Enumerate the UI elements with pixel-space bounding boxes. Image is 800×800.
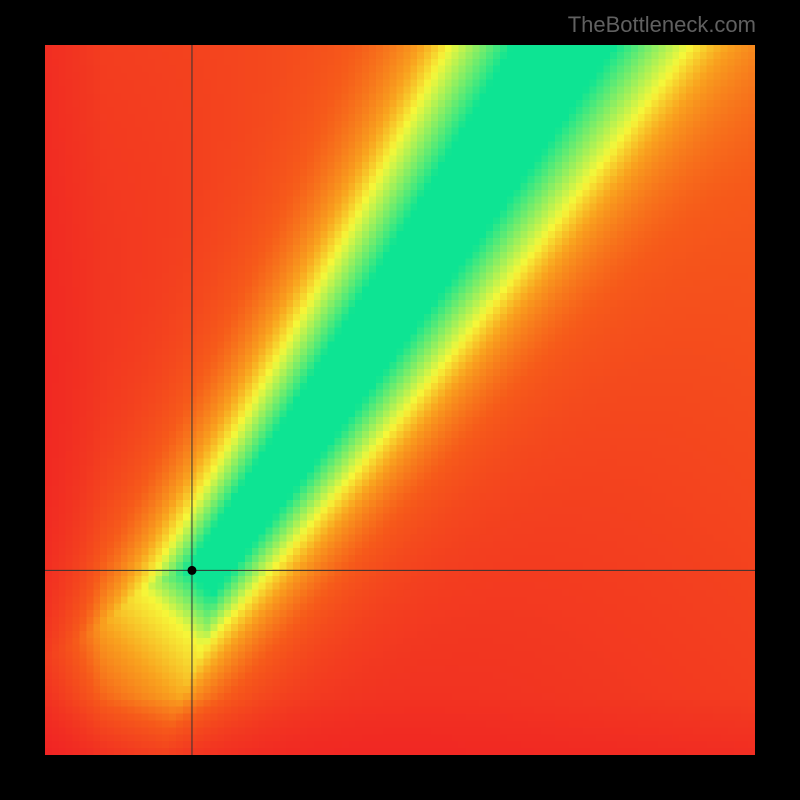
bottleneck-heatmap [45,45,755,755]
watermark-text: TheBottleneck.com [568,12,756,38]
chart-container: TheBottleneck.com [0,0,800,800]
